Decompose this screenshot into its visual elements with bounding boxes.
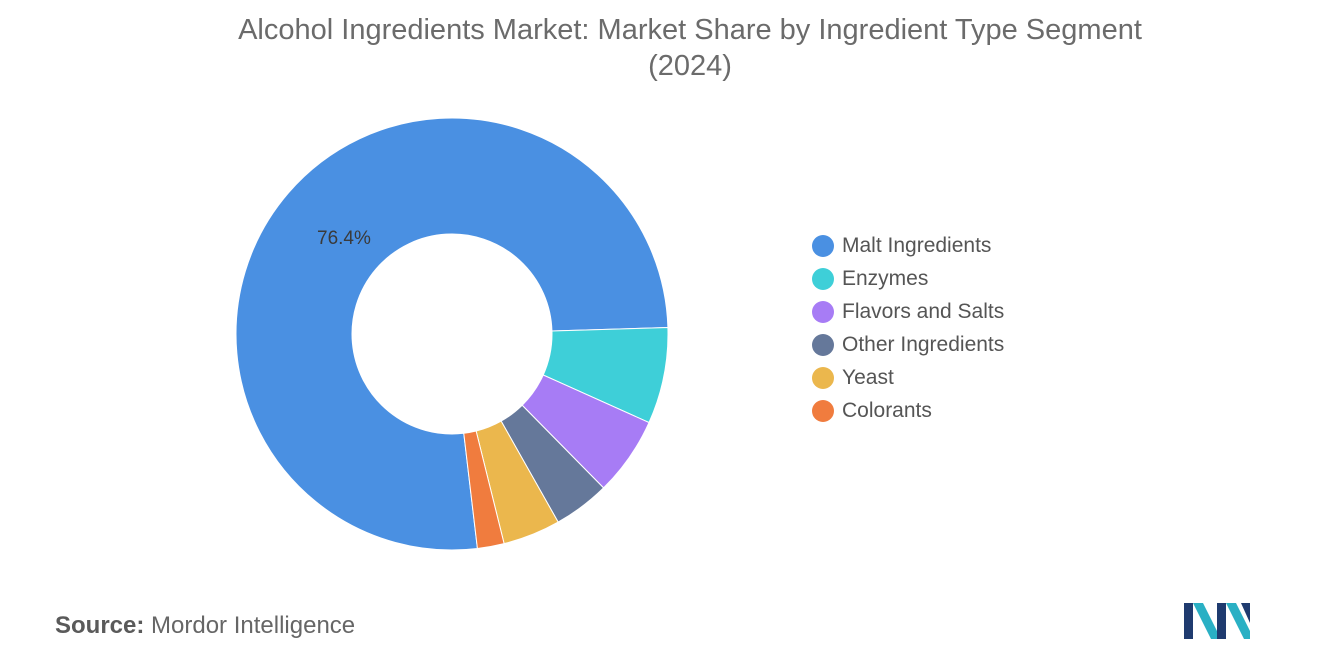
legend-swatch xyxy=(812,267,834,290)
chart-subtitle: (2024) xyxy=(648,50,732,82)
legend-label: Malt Ingredients xyxy=(842,233,992,257)
legend-label: Yeast xyxy=(842,365,894,389)
legend-label: Flavors and Salts xyxy=(842,299,1005,323)
source-value: Mordor Intelligence xyxy=(151,612,356,639)
legend-item-yeast: Yeast xyxy=(812,361,1004,394)
legend-item-malt-ingredients: Malt Ingredients xyxy=(812,229,1004,262)
legend-label: Enzymes xyxy=(842,266,929,290)
legend-swatch xyxy=(812,234,834,257)
legend-item-flavors-and-salts: Flavors and Salts xyxy=(812,295,1004,328)
legend-item-enzymes: Enzymes xyxy=(812,262,1004,295)
legend-item-colorants: Colorants xyxy=(812,394,1004,427)
legend-swatch xyxy=(812,399,834,422)
chart-title: Alcohol Ingredients Market: Market Share… xyxy=(150,12,1230,84)
legend-label: Other Ingredients xyxy=(842,332,1005,356)
legend-swatch xyxy=(812,300,834,323)
legend-item-other-ingredients: Other Ingredients xyxy=(812,328,1004,361)
chart-title-main: Alcohol Ingredients Market: Market Share… xyxy=(238,14,1142,46)
source-note: Source: Mordor Intelligence xyxy=(55,612,355,640)
source-label: Source: xyxy=(55,612,145,639)
chart-legend: Malt Ingredients Enzymes Flavors and Salts… xyxy=(812,229,1004,427)
legend-label: Colorants xyxy=(842,398,932,422)
slice-malt-ingredients xyxy=(235,117,669,551)
legend-swatch xyxy=(812,333,834,356)
legend-swatch xyxy=(812,366,834,389)
slice-colorants xyxy=(463,430,505,550)
mordor-intelligence-logo-icon xyxy=(1184,603,1250,639)
data-label-malt-ingredients: 76.4% xyxy=(317,228,371,249)
